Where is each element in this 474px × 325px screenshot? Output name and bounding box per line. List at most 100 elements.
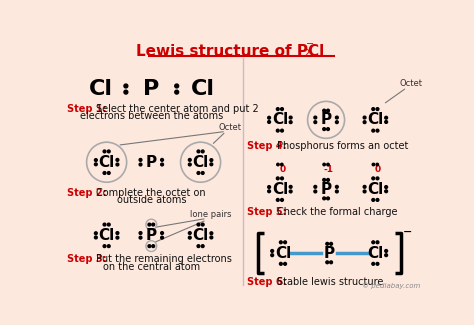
Text: Cl: Cl bbox=[272, 182, 288, 197]
Text: Step 3:: Step 3: bbox=[66, 254, 106, 264]
Text: P: P bbox=[146, 228, 157, 243]
Text: P: P bbox=[320, 182, 332, 197]
Circle shape bbox=[108, 223, 110, 226]
Circle shape bbox=[201, 150, 204, 153]
Circle shape bbox=[139, 163, 142, 166]
Text: −: − bbox=[403, 227, 412, 237]
Circle shape bbox=[327, 197, 329, 200]
Circle shape bbox=[376, 163, 379, 166]
Circle shape bbox=[276, 129, 279, 132]
Circle shape bbox=[284, 241, 286, 244]
Circle shape bbox=[281, 199, 283, 201]
Circle shape bbox=[363, 121, 366, 124]
Circle shape bbox=[124, 90, 128, 94]
Circle shape bbox=[372, 177, 374, 180]
Text: Cl: Cl bbox=[192, 228, 209, 243]
Circle shape bbox=[327, 128, 329, 130]
Circle shape bbox=[280, 241, 282, 244]
Circle shape bbox=[277, 163, 279, 166]
Circle shape bbox=[289, 186, 292, 188]
Text: Cl: Cl bbox=[367, 112, 383, 127]
Text: Cl: Cl bbox=[367, 182, 383, 197]
Text: Check the formal charge: Check the formal charge bbox=[277, 207, 397, 217]
Circle shape bbox=[276, 177, 279, 180]
Text: Cl: Cl bbox=[272, 112, 288, 127]
Text: outside atoms: outside atoms bbox=[117, 195, 186, 205]
Circle shape bbox=[124, 84, 128, 88]
Circle shape bbox=[376, 129, 379, 132]
Circle shape bbox=[108, 150, 110, 153]
Circle shape bbox=[276, 108, 279, 110]
Circle shape bbox=[139, 159, 142, 161]
Text: Step 2:: Step 2: bbox=[66, 188, 106, 198]
Circle shape bbox=[148, 245, 151, 248]
Circle shape bbox=[271, 254, 273, 256]
Circle shape bbox=[385, 190, 388, 193]
Circle shape bbox=[281, 163, 283, 166]
Circle shape bbox=[336, 190, 338, 193]
Text: Step 5:: Step 5: bbox=[247, 207, 286, 217]
Circle shape bbox=[268, 190, 271, 193]
Circle shape bbox=[314, 121, 317, 124]
Text: Cl: Cl bbox=[191, 79, 215, 99]
Circle shape bbox=[276, 199, 279, 201]
Circle shape bbox=[148, 223, 151, 226]
Circle shape bbox=[103, 150, 106, 153]
Circle shape bbox=[281, 177, 283, 180]
Circle shape bbox=[363, 116, 366, 119]
Circle shape bbox=[372, 129, 374, 132]
Circle shape bbox=[314, 116, 317, 119]
Circle shape bbox=[108, 245, 110, 248]
Circle shape bbox=[330, 261, 332, 264]
Circle shape bbox=[139, 236, 142, 239]
Circle shape bbox=[188, 236, 191, 239]
Circle shape bbox=[372, 163, 374, 166]
Circle shape bbox=[210, 232, 213, 235]
Circle shape bbox=[284, 263, 286, 265]
Text: P: P bbox=[143, 79, 159, 99]
Circle shape bbox=[103, 223, 106, 226]
Circle shape bbox=[327, 109, 329, 112]
Circle shape bbox=[94, 163, 97, 166]
Text: $_2^-$: $_2^-$ bbox=[303, 43, 314, 60]
Circle shape bbox=[161, 232, 164, 234]
Circle shape bbox=[188, 159, 191, 161]
Text: Octet: Octet bbox=[219, 123, 241, 132]
Circle shape bbox=[330, 242, 332, 245]
Circle shape bbox=[372, 263, 374, 265]
Circle shape bbox=[314, 186, 317, 188]
Circle shape bbox=[385, 121, 388, 124]
Circle shape bbox=[327, 178, 329, 181]
Text: © pediabay.com: © pediabay.com bbox=[363, 282, 421, 289]
Circle shape bbox=[336, 116, 338, 119]
Circle shape bbox=[289, 190, 292, 193]
Circle shape bbox=[385, 254, 388, 256]
Circle shape bbox=[201, 245, 204, 248]
Circle shape bbox=[210, 236, 213, 239]
Circle shape bbox=[152, 223, 155, 226]
Text: Step 4:: Step 4: bbox=[247, 141, 286, 151]
Text: P: P bbox=[320, 112, 332, 127]
Text: Lewis structure of PCl: Lewis structure of PCl bbox=[136, 44, 324, 59]
Circle shape bbox=[372, 199, 374, 201]
Text: 0: 0 bbox=[279, 165, 285, 174]
Circle shape bbox=[94, 236, 97, 239]
Circle shape bbox=[201, 172, 204, 175]
Text: Complete the octet on: Complete the octet on bbox=[96, 188, 206, 198]
Circle shape bbox=[376, 199, 379, 201]
Circle shape bbox=[271, 250, 273, 252]
Circle shape bbox=[280, 263, 282, 265]
Circle shape bbox=[161, 236, 164, 239]
Circle shape bbox=[268, 116, 271, 119]
Text: Step 1:: Step 1: bbox=[66, 104, 106, 114]
Circle shape bbox=[363, 190, 366, 193]
Circle shape bbox=[372, 241, 374, 244]
Circle shape bbox=[197, 150, 200, 153]
Circle shape bbox=[161, 159, 164, 161]
Circle shape bbox=[323, 128, 326, 130]
Text: -1: -1 bbox=[323, 165, 333, 174]
Circle shape bbox=[108, 172, 110, 175]
Circle shape bbox=[385, 186, 388, 188]
Circle shape bbox=[210, 159, 213, 162]
Circle shape bbox=[385, 250, 388, 252]
